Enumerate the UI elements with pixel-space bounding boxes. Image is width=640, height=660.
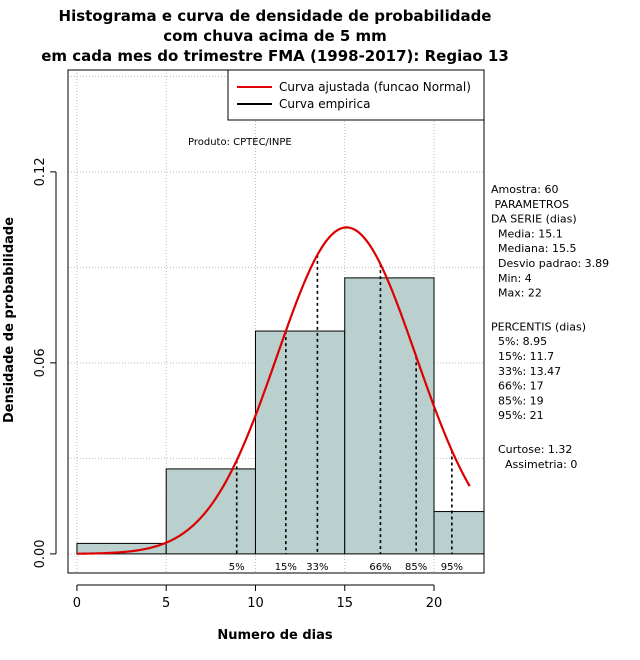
statistics-panel: Amostra: 60 PARAMETROS DA SERIE (dias) Me…	[491, 183, 609, 471]
x-tick-label: 0	[73, 596, 81, 611]
stat-line: Min: 4	[491, 272, 532, 285]
percentile-label: 5%	[229, 562, 245, 573]
histogram-bar	[433, 511, 485, 555]
y-tick-label: 0.00	[33, 539, 48, 568]
chart-title-line-1: Histograma e curva de densidade de proba…	[59, 7, 492, 25]
chart-title: Histograma e curva de densidade de proba…	[41, 7, 509, 65]
stat-line: 33%: 13.47	[491, 365, 561, 378]
stat-line: Media: 15.1	[491, 227, 563, 240]
histogram-bars	[76, 277, 485, 555]
stat-line: PERCENTIS (dias)	[491, 320, 586, 333]
percentile-lines: 5% 15% 33% 66% 85% 95%	[229, 254, 463, 573]
histogram-bar	[254, 330, 346, 555]
stat-line: PARAMETROS	[491, 198, 569, 211]
y-tick-label: 0.06	[33, 348, 48, 377]
stat-line: DA SERIE (dias)	[491, 213, 577, 226]
x-tick-label: 15	[336, 596, 353, 611]
x-axis-label: Numero de dias	[217, 628, 333, 643]
legend: Curva ajustada (funcao Normal) Curva emp…	[227, 69, 485, 121]
stat-line: 95%: 21	[491, 409, 544, 422]
stat-line: 85%: 19	[491, 394, 544, 407]
stat-line: Amostra: 60	[491, 183, 558, 196]
normal-curve-layer	[76, 226, 471, 555]
stat-line: 5%: 8.95	[491, 335, 547, 348]
percentile-label: 33%	[306, 562, 328, 573]
stat-line: Mediana: 15.5	[491, 242, 576, 255]
normal-curve	[76, 226, 471, 555]
percentile-label: 15%	[275, 562, 297, 573]
y-axis-label: Densidade de probabilidade	[2, 217, 17, 423]
stat-line: 66%: 17	[491, 380, 544, 393]
stat-line: Max: 22	[491, 287, 542, 300]
x-tick-label: 20	[426, 596, 443, 611]
product-note: Produto: CPTEC/INPE	[188, 137, 292, 148]
stat-line: Curtose: 1.32	[491, 443, 572, 456]
y-tick-label: 0.12	[33, 157, 48, 186]
legend-box	[227, 69, 485, 121]
chart-title-line-2: com chuva acima de 5 mm	[163, 27, 387, 45]
histogram-bar	[165, 468, 256, 555]
x-tick-label: 10	[247, 596, 264, 611]
stat-line: Desvio padrao: 3.89	[491, 257, 609, 270]
axes: 0 5 10 15 20 0.00 0.06 0.12	[33, 157, 442, 611]
chart-title-line-3: em cada mes do trimestre FMA (1998-2017)…	[41, 47, 509, 65]
percentile-label: 95%	[441, 562, 463, 573]
percentile-label: 85%	[405, 562, 427, 573]
legend-label-normal: Curva ajustada (funcao Normal)	[279, 80, 471, 94]
legend-label-empirical: Curva empirica	[279, 97, 370, 111]
percentile-label: 66%	[369, 562, 391, 573]
stat-line: Assimetria: 0	[491, 458, 577, 471]
x-tick-label: 5	[162, 596, 170, 611]
histogram-bar	[344, 277, 435, 555]
stat-line: 15%: 11.7	[491, 350, 554, 363]
